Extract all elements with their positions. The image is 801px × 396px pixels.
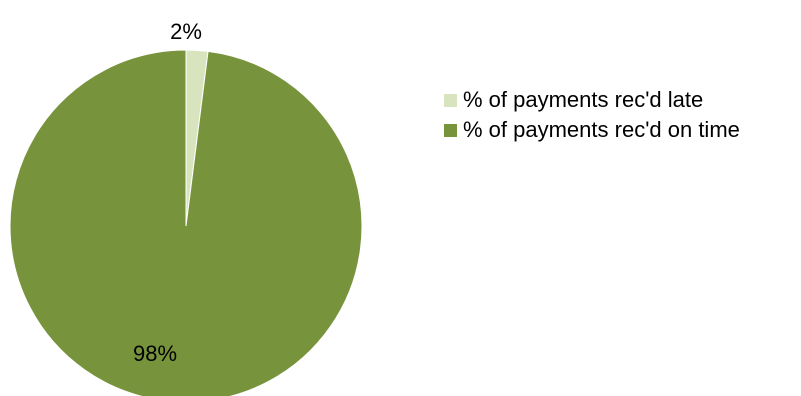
legend-item-late: % of payments rec'd late — [444, 86, 740, 114]
data-label-late: 2% — [170, 19, 202, 44]
legend-swatch-on-time — [444, 123, 457, 137]
legend-label-late: % of payments rec'd late — [463, 87, 704, 112]
legend-item-on-time: % of payments rec'd on time — [444, 116, 740, 144]
data-label-on-time: 98% — [133, 341, 177, 366]
legend-swatch-late — [444, 93, 457, 107]
pie-slices — [9, 49, 363, 396]
pie-slice-on-time — [9, 49, 363, 396]
legend: % of payments rec'd late % of payments r… — [444, 86, 740, 146]
legend-label-on-time: % of payments rec'd on time — [463, 117, 740, 142]
